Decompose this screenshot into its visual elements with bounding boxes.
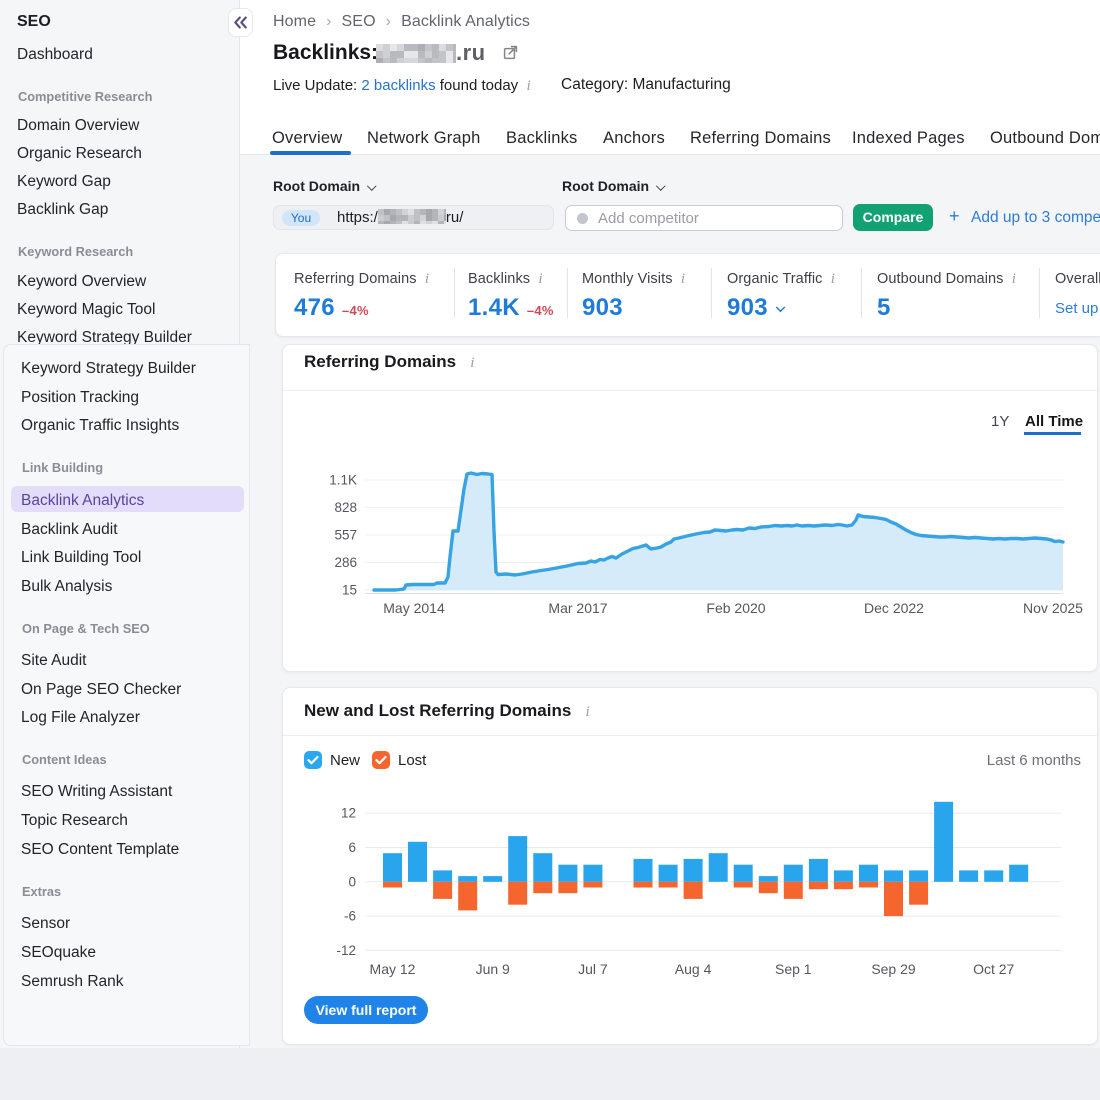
svg-text:May 12: May 12 — [370, 961, 416, 977]
svg-text:286: 286 — [334, 555, 357, 570]
svg-text:-6: -6 — [344, 909, 356, 924]
svg-text:Feb 2020: Feb 2020 — [706, 600, 765, 616]
svg-text:0: 0 — [348, 874, 356, 889]
svg-text:12: 12 — [341, 806, 356, 821]
svg-text:Jun 9: Jun 9 — [476, 961, 510, 977]
svg-text:Sep 29: Sep 29 — [871, 961, 916, 977]
svg-text:15: 15 — [342, 583, 357, 598]
svg-text:Dec 2022: Dec 2022 — [864, 600, 924, 616]
svg-text:Mar 2017: Mar 2017 — [548, 600, 607, 616]
svg-text:6: 6 — [348, 840, 356, 855]
svg-text:828: 828 — [334, 500, 357, 515]
svg-text:Sep 1: Sep 1 — [775, 961, 812, 977]
svg-text:1.1K: 1.1K — [329, 473, 357, 488]
svg-text:Nov 2025: Nov 2025 — [1023, 600, 1083, 616]
svg-text:Aug 4: Aug 4 — [675, 961, 712, 977]
svg-text:May 2014: May 2014 — [383, 600, 445, 616]
svg-text:-12: -12 — [336, 943, 356, 958]
svg-text:557: 557 — [334, 528, 357, 543]
svg-text:Jul 7: Jul 7 — [578, 961, 608, 977]
svg-text:Oct 27: Oct 27 — [973, 961, 1014, 977]
